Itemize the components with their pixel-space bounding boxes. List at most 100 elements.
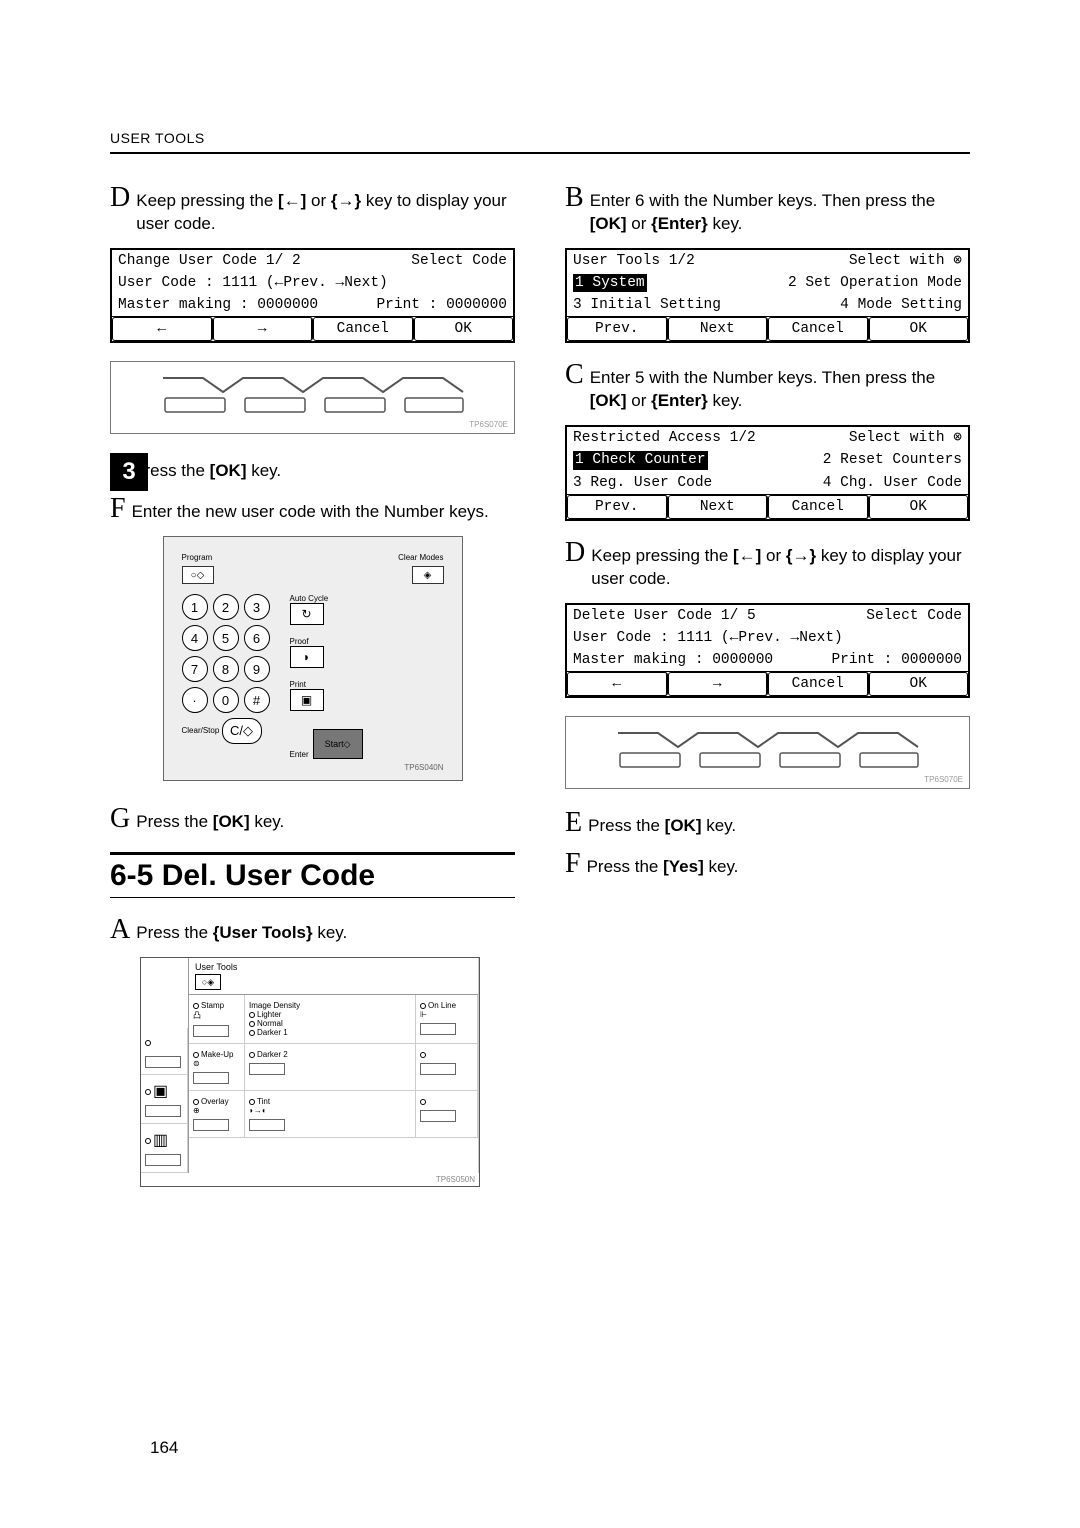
label-darker1: Darker 1 [257,1028,288,1037]
lcd-option[interactable]: 3 Reg. User Code [573,474,712,492]
softkey-icon-row [608,725,928,773]
print-button[interactable]: ▣ [290,689,324,711]
chapter-badge: 3 [110,453,148,491]
key-label: [OK] [213,812,250,831]
lcd-btn-cancel[interactable]: Cancel [314,318,413,340]
label-makeup: Make-Up [201,1050,233,1059]
label-lighter: Lighter [257,1010,281,1019]
lcd-btn-prev[interactable]: Prev. [568,318,667,340]
text: or [306,191,331,210]
lcd-btn-prev[interactable]: ← [568,673,667,695]
label-online: On Line [428,1001,456,1010]
numkey-7[interactable]: 7 [182,656,208,682]
step-letter-g: G [110,805,130,833]
lcd-option[interactable]: 2 Reset Counters [823,451,962,469]
step-e-left: E Press the [OK] key. [110,454,515,483]
numkey-4[interactable]: 4 [182,625,208,651]
text: key. [704,857,739,876]
numkey-0[interactable]: 0 [213,687,239,713]
numkey-1[interactable]: 1 [182,594,208,620]
text: Press the [587,857,664,876]
panel-button[interactable] [145,1056,181,1068]
lcd-btn-prev[interactable]: ← [113,318,212,340]
stamp-button[interactable] [193,1025,229,1037]
user-tools-button[interactable]: ○◈ [195,974,221,990]
label-clear-modes: Clear Modes [398,553,443,562]
key-label: {User Tools} [213,923,313,942]
step-b-right: B Enter 6 with the Number keys. Then pre… [565,184,970,236]
lcd-line: User Code : 1111 (←Prev. →Next) [112,272,513,294]
lcd-btn-ok[interactable]: OK [870,496,968,518]
clearstop-key[interactable]: C/◇ [222,718,262,744]
lcd-option[interactable]: 2 Set Operation Mode [788,274,962,292]
numkey-6[interactable]: 6 [244,625,270,651]
tint-button[interactable] [249,1119,285,1131]
lcd-btn-cancel[interactable]: Cancel [769,496,868,518]
label-overlay: Overlay [201,1097,229,1106]
numkey-hash[interactable]: # [244,687,270,713]
online-button[interactable] [420,1023,456,1035]
step-letter-b: B [565,184,584,212]
label-program: Program [182,553,213,562]
panel-button[interactable] [145,1154,181,1166]
lcd-btn-cancel[interactable]: Cancel [769,673,868,695]
panel-button[interactable] [420,1063,456,1075]
lcd-title: Restricted Access 1/2 [573,429,756,447]
lcd-title-right: Select Code [411,252,507,270]
lcd-line: Print : 0000000 [376,296,507,314]
step-letter-a: A [110,916,130,944]
makeup-button[interactable] [193,1072,229,1084]
lcd-btn-ok[interactable]: OK [415,318,513,340]
step-c-right: C Enter 5 with the Number keys. Then pre… [565,361,970,413]
step-e-text: Press the [OK] key. [133,454,281,483]
softkey-strip: TP6S070E [565,716,970,789]
key-label: [OK] [590,214,627,233]
lcd-option-selected[interactable]: 1 Check Counter [573,451,708,469]
text: key. [250,812,285,831]
label-auto-cycle: Auto Cycle [290,594,363,603]
lcd-btn-next[interactable]: → [669,673,768,695]
step-letter-d: D [110,184,130,212]
figure-label: TP6S070E [117,420,508,429]
lcd-option[interactable]: 4 Mode Setting [840,296,962,314]
softkey-icon-row [153,370,473,418]
numkey-8[interactable]: 8 [213,656,239,682]
figure-label: TP6S040N [182,763,444,772]
lcd-btn-next[interactable]: → [214,318,313,340]
numkey-9[interactable]: 9 [244,656,270,682]
panel-button[interactable] [420,1110,456,1122]
numkey-3[interactable]: 3 [244,594,270,620]
numkey-dot[interactable]: · [182,687,208,713]
lcd-restricted-access: Restricted Access 1/2 Select with ⊗ 1 Ch… [565,425,970,521]
key-label: {Enter} [651,214,708,233]
label-darker2: Darker 2 [257,1050,288,1059]
lcd-option[interactable]: 3 Initial Setting [573,296,721,314]
lcd-btn-ok[interactable]: OK [870,673,968,695]
key-label: [←] [733,546,761,565]
proof-button[interactable]: ◗ [290,646,324,668]
lcd-title: Change User Code 1/ 2 [118,252,301,270]
lcd-btn-next[interactable]: Next [669,496,768,518]
numkey-5[interactable]: 5 [213,625,239,651]
program-icon[interactable]: ○◇ [182,566,214,584]
lcd-option-selected[interactable]: 1 System [573,274,647,292]
clear-modes-icon[interactable]: ◈ [412,566,444,584]
overlay-button[interactable] [193,1119,229,1131]
numkey-2[interactable]: 2 [213,594,239,620]
start-button[interactable]: Start ◇ [313,729,363,759]
density-button[interactable] [249,1063,285,1075]
auto-cycle-button[interactable]: ↻ [290,603,324,625]
lcd-btn-cancel[interactable]: Cancel [769,318,868,340]
step-c-text: Enter 5 with the Number keys. Then press… [590,361,970,413]
text: or [761,546,786,565]
lcd-btn-ok[interactable]: OK [870,318,968,340]
lcd-btn-prev[interactable]: Prev. [568,496,667,518]
lcd-btn-next[interactable]: Next [669,318,768,340]
lcd-line: Master making : 0000000 [118,296,318,314]
key-label: [←] [278,191,306,210]
lcd-title-right: Select Code [866,607,962,625]
panel-button[interactable] [145,1105,181,1117]
lcd-option[interactable]: 4 Chg. User Code [823,474,962,492]
label-density: Image Density [249,1001,300,1010]
label-proof: Proof [290,637,363,646]
